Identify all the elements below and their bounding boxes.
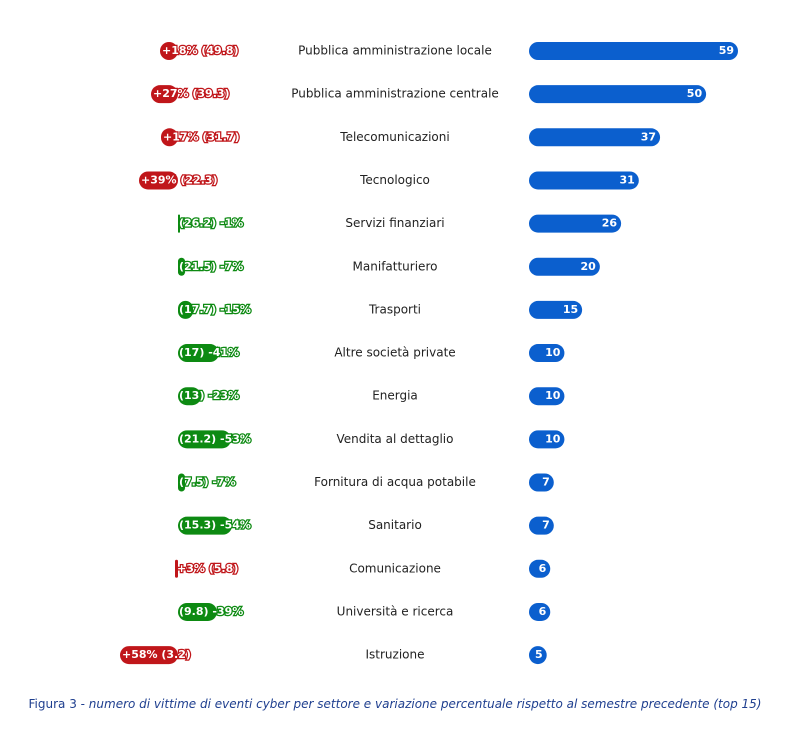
category-label: Fornitura di acqua potabile <box>314 475 476 489</box>
count-label: 15 <box>563 303 578 316</box>
count-label: 6 <box>539 562 547 575</box>
change-label: (21.5) -7% <box>179 260 243 273</box>
count-label: 10 <box>545 389 561 402</box>
category-label: Telecomunicazioni <box>339 130 449 144</box>
change-label: (26.2) -1% <box>179 217 243 230</box>
change-label: (9.8) -39% <box>179 605 243 618</box>
count-label: 31 <box>620 173 635 186</box>
change-label: (15.3) -54% <box>179 519 251 532</box>
change-bar <box>178 214 180 233</box>
change-label: +3% (5.8) <box>177 562 238 575</box>
change-bar <box>175 559 178 578</box>
category-label: Tecnologico <box>359 173 430 187</box>
change-bar <box>178 257 185 276</box>
count-label: 37 <box>641 130 656 143</box>
category-label: Pubblica amministrazione centrale <box>291 87 499 101</box>
category-label: Manifatturiero <box>353 259 438 273</box>
count-bar <box>529 559 551 578</box>
category-label: Trasporti <box>368 302 421 316</box>
category-label: Servizi finanziari <box>345 216 444 230</box>
change-bar <box>178 516 232 535</box>
count-label: 59 <box>719 44 734 57</box>
change-bar <box>160 42 178 60</box>
count-bar <box>529 128 661 147</box>
caption-text: numero di vittime di eventi cyber per se… <box>89 697 762 711</box>
change-label: +27% (39.3) <box>153 87 230 100</box>
change-label: +39% (22.3) <box>141 173 218 186</box>
change-label: (21.2) -53% <box>179 432 251 445</box>
count-bar <box>529 85 707 104</box>
count-bar <box>529 602 551 621</box>
count-label: 6 <box>539 605 547 618</box>
category-label: Altre società private <box>334 346 455 360</box>
count-bar <box>529 430 565 449</box>
count-bar <box>529 257 600 276</box>
change-bar <box>161 128 178 147</box>
category-label: Comunicazione <box>349 561 441 575</box>
category-label: Istruzione <box>366 648 425 662</box>
change-bar <box>178 344 219 363</box>
category-label: Università e ricerca <box>337 604 454 618</box>
change-label: +18% (49.8) <box>162 44 239 57</box>
count-label: 7 <box>542 476 550 489</box>
category-label: Energia <box>372 389 418 403</box>
count-bar <box>529 300 583 319</box>
count-bar <box>529 214 622 233</box>
caption-label: Figura 3 - <box>29 697 85 711</box>
count-label: 5 <box>535 648 543 661</box>
count-bar <box>529 171 639 190</box>
change-label: (13) -23% <box>179 389 239 402</box>
count-label: 50 <box>687 87 703 100</box>
change-bar <box>151 85 178 104</box>
count-bar <box>529 42 738 60</box>
caption: Figura 3 - numero di vittime di eventi c… <box>29 697 762 711</box>
change-label: (17.7) -15% <box>179 303 251 316</box>
count-label: 10 <box>545 432 561 445</box>
change-bar <box>120 646 178 665</box>
count-bar <box>529 646 547 665</box>
count-label: 26 <box>602 217 618 230</box>
change-bar <box>178 387 201 406</box>
change-label: +17% (31.7) <box>163 130 240 143</box>
change-bar <box>178 473 185 492</box>
count-label: 10 <box>545 346 561 359</box>
change-label: (17) -41% <box>179 346 239 359</box>
change-bar <box>178 430 231 449</box>
change-label: (7.5) -7% <box>179 476 236 489</box>
count-bar <box>529 473 554 492</box>
category-label: Vendita al dettaglio <box>337 432 454 446</box>
count-bar <box>529 344 565 363</box>
count-label: 7 <box>542 519 550 532</box>
category-label: Sanitario <box>368 518 422 532</box>
category-label: Pubblica amministrazione locale <box>298 44 492 58</box>
count-bar <box>529 387 565 406</box>
change-bar <box>139 171 178 190</box>
count-bar <box>529 516 554 535</box>
change-bar <box>178 300 193 319</box>
change-label: +58% (3.2) <box>122 648 191 661</box>
count-label: 20 <box>581 260 597 273</box>
change-bar <box>178 602 217 621</box>
